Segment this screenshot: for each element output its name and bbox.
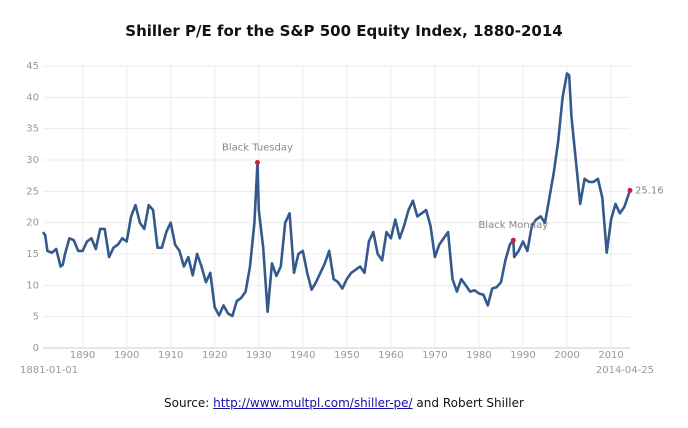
- y-tick-label: 35: [26, 124, 39, 135]
- line: [41, 72, 632, 318]
- annotation-point: [254, 160, 260, 166]
- y-tick-label: 25: [26, 186, 39, 197]
- source-prefix: Source:: [164, 396, 214, 410]
- range-label: 1881-01-01: [20, 365, 78, 376]
- y-tick-label: 10: [26, 280, 39, 291]
- x-tick-label: 1960: [378, 350, 403, 361]
- x-tick-label: 1950: [334, 350, 359, 361]
- x-tick-label: 1900: [114, 350, 139, 361]
- x-tick-label: 1970: [422, 350, 447, 361]
- source-note: Source: http://www.multpl.com/shiller-pe…: [0, 396, 688, 410]
- annotation-label: Black Monday: [478, 220, 548, 231]
- y-tick-label: 20: [26, 218, 39, 229]
- y-tick-label: 0: [33, 343, 39, 354]
- y-tick-label: 15: [26, 249, 39, 260]
- x-tick-label: 1990: [510, 350, 535, 361]
- y-tick-label: 5: [33, 312, 39, 323]
- y-tick-label: 40: [26, 92, 39, 103]
- x-tick-label: 1930: [246, 350, 271, 361]
- annotation-point: [627, 187, 633, 193]
- source-suffix: and Robert Shiller: [412, 396, 524, 410]
- range-label: 2014-04-25: [596, 365, 654, 376]
- x-tick-label: 1910: [158, 350, 183, 361]
- x-tick-label: 1940: [290, 350, 315, 361]
- x-tick-label: 2000: [554, 350, 579, 361]
- x-tick-label: 1890: [70, 350, 95, 361]
- source-link[interactable]: http://www.multpl.com/shiller-pe/: [213, 396, 413, 410]
- annotation-label: 25.16: [635, 185, 664, 196]
- x-tick-label: 2010: [598, 350, 623, 361]
- annotation-point: [510, 237, 516, 243]
- x-tick-label: 1980: [466, 350, 491, 361]
- x-tick-label: 1920: [202, 350, 227, 361]
- chart-title: Shiller P/E for the S&P 500 Equity Index…: [125, 22, 563, 40]
- y-tick-label: 30: [26, 155, 39, 166]
- annotation-label: Black Tuesday: [222, 143, 293, 154]
- y-tick-label: 45: [26, 61, 39, 72]
